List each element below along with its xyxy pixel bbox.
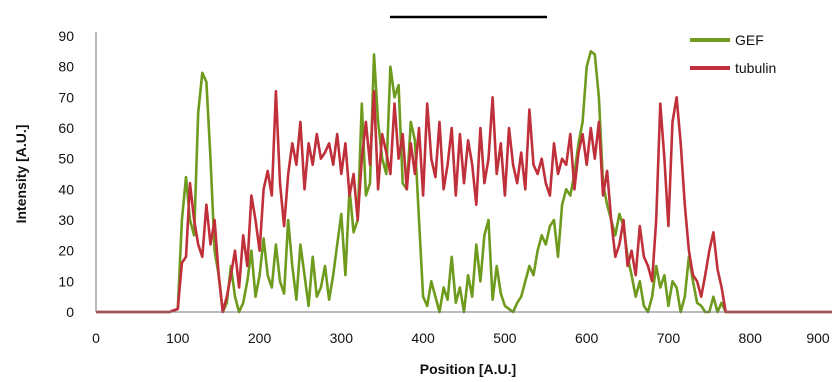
y-tick-label: 0: [66, 304, 74, 320]
series-line-gef: [96, 49, 832, 314]
x-tick-label: 400: [411, 330, 435, 346]
x-tick-label: 100: [166, 330, 190, 346]
y-tick-label: 10: [58, 273, 74, 289]
x-tick-label: 700: [657, 330, 681, 346]
y-tick-label: 30: [58, 212, 74, 228]
x-axis-title: Position [A.U.]: [420, 361, 516, 377]
legend-label-gef: GEF: [735, 32, 764, 48]
x-tick-label: 800: [739, 330, 763, 346]
x-tick-label: 600: [575, 330, 599, 346]
y-tick-label: 60: [58, 120, 74, 136]
x-tick-labels: 0 100 200 300 400 500 600 700 800 900: [92, 330, 830, 346]
x-tick-label: 900: [806, 330, 830, 346]
series-line-tubulin: [96, 89, 832, 314]
y-axis-title: Intensity [A.U.]: [13, 125, 29, 224]
y-tick-label: 20: [58, 243, 74, 259]
series-lines: [96, 49, 832, 314]
y-tick-label: 40: [58, 181, 74, 197]
y-tick-label: 50: [58, 151, 74, 167]
y-tick-labels: 0 10 20 30 40 50 60 70 80 90: [58, 28, 74, 320]
x-tick-label: 300: [330, 330, 354, 346]
x-tick-label: 500: [493, 330, 517, 346]
legend-label-tubulin: tubulin: [735, 60, 776, 76]
x-tick-label: 200: [248, 330, 272, 346]
y-tick-label: 70: [58, 89, 74, 105]
y-tick-label: 80: [58, 59, 74, 75]
x-tick-label: 0: [92, 330, 100, 346]
legend: GEF tubulin: [690, 32, 776, 76]
y-tick-label: 90: [58, 28, 74, 44]
